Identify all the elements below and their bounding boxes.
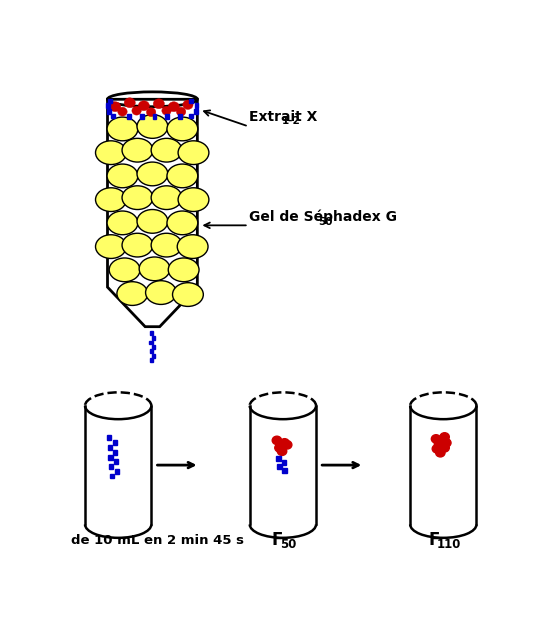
Ellipse shape [440,444,449,452]
Ellipse shape [151,233,182,257]
FancyBboxPatch shape [107,103,110,108]
FancyBboxPatch shape [153,114,156,119]
FancyBboxPatch shape [113,440,117,446]
Ellipse shape [117,282,148,306]
FancyBboxPatch shape [113,450,118,455]
Ellipse shape [122,233,153,257]
Ellipse shape [277,447,286,455]
Ellipse shape [110,102,121,112]
FancyBboxPatch shape [127,114,131,119]
FancyBboxPatch shape [150,340,153,345]
FancyBboxPatch shape [189,99,193,103]
Ellipse shape [283,440,292,449]
Ellipse shape [162,106,171,115]
Ellipse shape [440,433,449,441]
FancyBboxPatch shape [150,358,153,362]
Ellipse shape [167,164,198,187]
FancyBboxPatch shape [107,435,112,440]
Ellipse shape [178,187,209,211]
FancyBboxPatch shape [189,114,193,118]
FancyBboxPatch shape [111,114,115,118]
Ellipse shape [436,449,445,457]
Text: 1-2: 1-2 [282,116,301,126]
FancyBboxPatch shape [114,459,118,464]
FancyBboxPatch shape [108,446,112,450]
Ellipse shape [431,435,440,443]
FancyBboxPatch shape [108,99,112,103]
Ellipse shape [95,235,126,259]
Ellipse shape [432,444,442,453]
Text: Gel de Séphadex G: Gel de Séphadex G [248,209,397,224]
Ellipse shape [151,138,182,162]
Ellipse shape [272,436,282,444]
FancyBboxPatch shape [107,109,111,114]
FancyBboxPatch shape [283,468,286,473]
Ellipse shape [107,164,138,187]
FancyBboxPatch shape [152,354,156,358]
FancyBboxPatch shape [110,474,114,478]
Ellipse shape [107,211,138,235]
Text: 50: 50 [318,217,332,227]
Ellipse shape [118,107,127,116]
Ellipse shape [132,106,141,115]
FancyBboxPatch shape [178,114,182,119]
Text: F: F [272,531,283,550]
FancyBboxPatch shape [194,109,198,114]
Ellipse shape [168,102,179,112]
FancyBboxPatch shape [152,345,155,349]
FancyBboxPatch shape [282,460,286,465]
Text: de 10 mL en 2 min 45 s: de 10 mL en 2 min 45 s [71,534,244,547]
Ellipse shape [107,117,138,141]
Text: F: F [428,531,440,550]
Ellipse shape [177,235,208,259]
Ellipse shape [442,438,451,447]
Text: Extrait X: Extrait X [248,110,317,124]
FancyBboxPatch shape [140,114,144,119]
Ellipse shape [139,101,150,110]
Ellipse shape [95,141,126,164]
FancyBboxPatch shape [152,336,156,340]
FancyBboxPatch shape [115,469,119,474]
Ellipse shape [280,438,289,447]
Ellipse shape [173,282,203,306]
Ellipse shape [153,99,164,108]
Ellipse shape [109,258,140,282]
FancyBboxPatch shape [109,464,114,469]
Text: 50: 50 [280,538,296,551]
FancyBboxPatch shape [277,456,281,461]
Ellipse shape [177,107,186,116]
FancyBboxPatch shape [194,103,198,108]
FancyBboxPatch shape [108,455,113,460]
Ellipse shape [275,444,284,452]
Ellipse shape [146,281,177,304]
Ellipse shape [434,440,444,448]
Ellipse shape [122,186,153,209]
Ellipse shape [168,258,199,282]
Ellipse shape [167,117,198,141]
Ellipse shape [183,100,193,109]
Text: 110: 110 [437,538,461,551]
Ellipse shape [139,257,170,281]
Ellipse shape [151,186,182,209]
Ellipse shape [122,138,153,162]
FancyBboxPatch shape [277,464,282,469]
Ellipse shape [137,162,168,186]
Ellipse shape [167,211,198,235]
Ellipse shape [178,141,209,164]
Ellipse shape [146,108,156,117]
Ellipse shape [95,187,126,211]
FancyBboxPatch shape [150,331,153,334]
Ellipse shape [137,209,168,233]
FancyBboxPatch shape [150,349,153,353]
FancyBboxPatch shape [166,114,169,119]
Ellipse shape [137,115,168,138]
Ellipse shape [124,98,135,108]
